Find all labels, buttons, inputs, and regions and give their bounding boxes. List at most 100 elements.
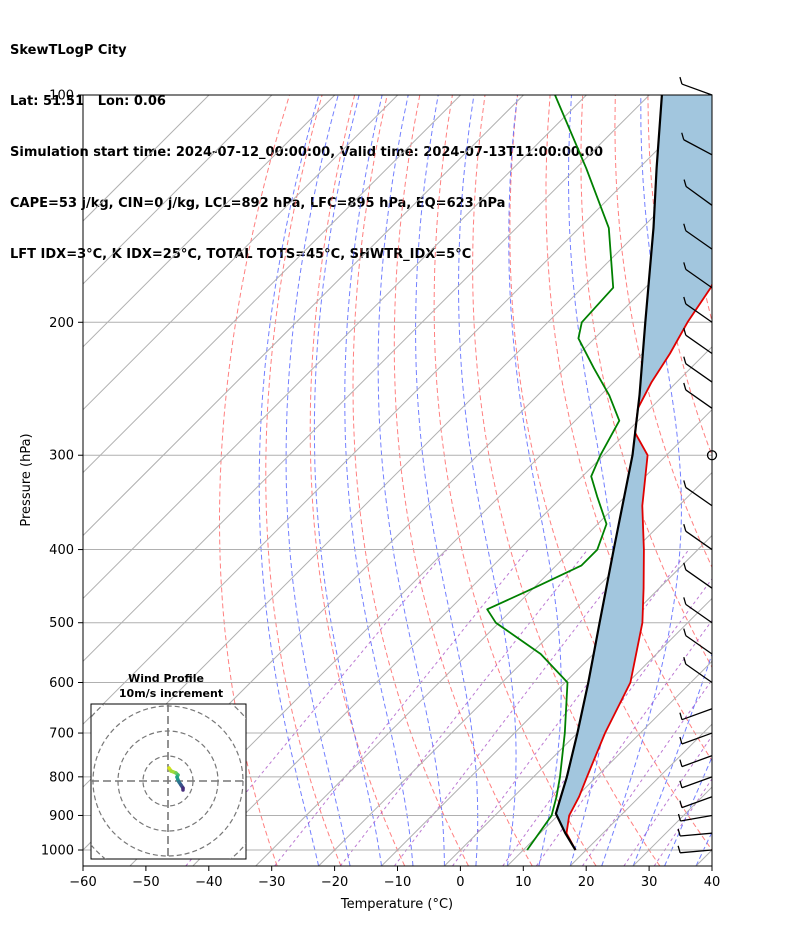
x-tick-label: 40	[704, 875, 721, 890]
isotherm	[506, 660, 712, 866]
y-tick-label: 500	[49, 616, 74, 631]
wind-barb	[680, 849, 713, 854]
wind-barb	[685, 389, 713, 409]
dry-adiabat	[352, 95, 469, 866]
wind-barb-flag	[679, 800, 683, 808]
y-tick-label: 800	[49, 770, 74, 785]
wind-barb-flag	[681, 132, 685, 140]
y-tick-label: 100	[49, 89, 74, 104]
wind-barb	[685, 569, 713, 589]
wind-barb-flag	[679, 76, 683, 85]
dry-adiabat	[778, 95, 794, 866]
y-tick-label: 300	[49, 449, 74, 464]
moist-adiabat	[457, 95, 517, 866]
moist-adiabat	[285, 95, 351, 866]
dry-adiabat	[472, 95, 661, 866]
moist-adiabat	[313, 95, 382, 866]
wind-barb	[685, 663, 713, 684]
wind-barb-flag	[683, 524, 687, 532]
parcel-line	[554, 95, 663, 851]
moist-adiabat	[344, 95, 414, 866]
isotherm	[83, 95, 461, 474]
wind-barb-flag	[683, 480, 687, 488]
location-line: Lat: 51.51 Lon: 0.06	[10, 94, 166, 109]
wind-barb	[683, 139, 713, 156]
wind-barb	[681, 732, 713, 745]
chart-title: SkewTLogP City	[10, 43, 127, 58]
wind-barb	[685, 486, 713, 507]
x-tick-label: −10	[384, 875, 411, 890]
x-tick-label: 0	[456, 875, 464, 890]
wind-barb	[685, 185, 713, 206]
isotherm	[444, 597, 712, 866]
mixing-ratio-line	[393, 549, 637, 866]
wind-barb	[681, 776, 713, 789]
cape-area	[555, 95, 712, 834]
moist-adiabat	[377, 95, 445, 866]
wind-barb-flag	[677, 828, 681, 837]
wind-barb-flag	[679, 736, 683, 745]
dry-adiabat	[580, 95, 712, 669]
dewpoint-line	[486, 95, 621, 851]
isotherm	[83, 95, 273, 285]
wind-barb	[681, 796, 713, 809]
wind-barb-flag	[683, 179, 687, 187]
wind-barb	[680, 832, 713, 837]
dry-adiabat	[746, 95, 794, 866]
y-axis: 1000 900 800 700 600 500 400 300 200 100	[41, 89, 83, 859]
dry-adiabat	[713, 95, 794, 866]
inset-title: Wind Profile	[128, 672, 204, 685]
wind-barb	[681, 755, 713, 768]
dry-adiabat	[647, 95, 712, 457]
x-tick-label: 20	[578, 875, 595, 890]
wind-barb-flag	[683, 562, 687, 571]
moist-adiabat	[415, 95, 479, 866]
wind-barb-flag	[683, 356, 687, 364]
isotherm	[192, 346, 712, 866]
x-tick-label: −30	[258, 875, 285, 890]
dry-adiabat	[545, 95, 712, 762]
wind-barb	[685, 635, 713, 655]
mixing-ratio-line	[502, 578, 712, 866]
moist-adiabat	[508, 95, 562, 866]
cape-shading	[555, 95, 712, 834]
isotherm	[83, 95, 712, 725]
wind-barbs	[677, 76, 718, 854]
wind-barb-flag	[683, 296, 687, 305]
mixing-ratio-line	[623, 735, 712, 866]
dry-adiabat	[393, 95, 533, 866]
mixing-ratio-line	[581, 679, 712, 866]
wind-barb	[685, 603, 713, 624]
y-tick-label: 900	[49, 809, 74, 824]
wind-barb-flag	[683, 327, 687, 336]
isotherm	[255, 408, 712, 866]
wind-barb	[681, 83, 713, 96]
moist-adiabat	[258, 95, 320, 866]
isotherm	[318, 471, 712, 866]
wind-barb	[685, 230, 713, 250]
wind-barb	[685, 268, 713, 289]
y-tick-label: 200	[49, 316, 74, 331]
wind-barb	[685, 363, 713, 383]
isotherm	[83, 95, 336, 348]
wind-barb	[685, 334, 713, 355]
wind-barb-flag	[683, 223, 687, 231]
y-tick-label: 1000	[41, 844, 74, 859]
moist-adiabat	[632, 652, 712, 866]
wind-barb	[681, 708, 713, 721]
wind-barb	[685, 303, 713, 323]
isotherm	[129, 283, 712, 866]
mixing-ratio-line	[185, 549, 448, 866]
wind-barb-flag	[683, 628, 687, 636]
wind-barb-flag	[683, 262, 687, 270]
moist-adiabat	[601, 95, 682, 866]
wind-barb-flag	[683, 382, 687, 391]
wind-barb-flag	[679, 780, 683, 788]
x-tick-label: −60	[69, 875, 96, 890]
mixing-ratio-line	[535, 619, 712, 866]
mixing-ratio-line	[339, 549, 588, 866]
isotherm	[83, 95, 587, 600]
dry-adiabat	[433, 95, 597, 866]
temperature-line	[565, 282, 712, 851]
